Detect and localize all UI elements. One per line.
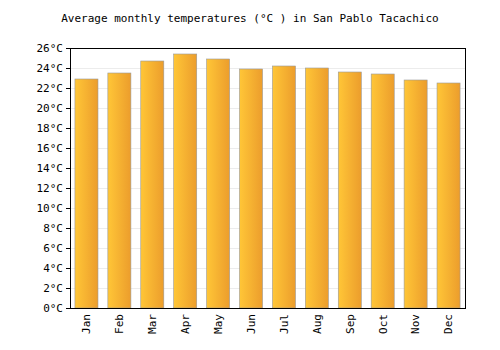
bar bbox=[240, 69, 263, 308]
y-tick-label: 16°C bbox=[37, 142, 64, 155]
x-tick: Jan bbox=[80, 308, 93, 334]
grid bbox=[70, 48, 465, 308]
y-tick: 22°C bbox=[37, 82, 71, 95]
x-tick-label: Jan bbox=[80, 314, 93, 334]
bar bbox=[207, 59, 230, 308]
y-tick: 6°C bbox=[43, 242, 70, 255]
y-tick-mark bbox=[66, 188, 70, 189]
y-tick-label: 14°C bbox=[37, 162, 64, 175]
y-tick-label: 20°C bbox=[37, 102, 64, 115]
y-tick-mark bbox=[66, 168, 70, 169]
y-tick-mark bbox=[66, 48, 70, 49]
x-tick: Aug bbox=[311, 308, 324, 334]
y-tick-label: 0°C bbox=[43, 302, 63, 315]
y-tick-label: 4°C bbox=[43, 262, 63, 275]
plot-frame bbox=[70, 48, 465, 308]
bar bbox=[371, 74, 394, 308]
x-tick: Jun bbox=[245, 308, 258, 334]
bar bbox=[338, 72, 361, 308]
x-tick: Mar bbox=[146, 308, 159, 334]
y-tick-mark bbox=[66, 268, 70, 269]
chart: Average monthly temperatures (°C ) in Sa… bbox=[0, 0, 500, 350]
y-tick-mark bbox=[66, 148, 70, 149]
bar bbox=[75, 79, 98, 308]
bar bbox=[437, 83, 460, 308]
x-tick-label: Mar bbox=[146, 314, 159, 334]
y-tick: 2°C bbox=[43, 282, 70, 295]
bar bbox=[174, 54, 197, 308]
y-tick-mark bbox=[66, 208, 70, 209]
y-tick-mark bbox=[66, 68, 70, 69]
x-axis: Jan Feb Mar Apr May Jun Jul Aug Sep Oct Nov Dec bbox=[71, 308, 466, 334]
y-tick: 20°C bbox=[37, 102, 71, 115]
x-tick-label: Dec bbox=[442, 314, 455, 334]
x-tick-label: Nov bbox=[409, 314, 422, 334]
y-tick: 4°C bbox=[43, 262, 70, 275]
x-tick-label: May bbox=[212, 314, 225, 334]
x-tick-label: Jun bbox=[245, 314, 258, 334]
bar bbox=[305, 68, 328, 308]
x-tick: Nov bbox=[409, 308, 422, 334]
plot: 0°C 2°C 4°C 6°C 8°C 10°C 12°C 14°C 16°C 18°C 20°C 2… bbox=[37, 42, 466, 334]
x-tick: Jul bbox=[278, 308, 291, 334]
y-axis-line bbox=[66, 49, 71, 309]
bar bbox=[272, 66, 295, 308]
bar bbox=[404, 80, 427, 308]
y-tick: 10°C bbox=[37, 202, 71, 215]
grid-line bbox=[70, 68, 465, 69]
y-tick-label: 6°C bbox=[43, 242, 63, 255]
x-tick: Oct bbox=[377, 308, 390, 334]
y-tick: 8°C bbox=[43, 222, 70, 235]
y-tick: 24°C bbox=[37, 62, 71, 75]
title: Average monthly temperatures (°C ) in Sa… bbox=[61, 12, 439, 25]
bar bbox=[108, 73, 131, 308]
y-tick-label: 2°C bbox=[43, 282, 63, 295]
x-tick: Feb bbox=[113, 308, 126, 334]
y-tick-label: 18°C bbox=[37, 122, 64, 135]
x-tick: Sep bbox=[344, 308, 357, 334]
x-tick-label: Jul bbox=[278, 314, 291, 334]
y-tick-label: 10°C bbox=[37, 202, 64, 215]
y-tick-label: 22°C bbox=[37, 82, 64, 95]
y-tick-mark bbox=[66, 248, 70, 249]
y-tick-label: 12°C bbox=[37, 182, 64, 195]
y-tick: 26°C bbox=[37, 42, 71, 55]
y-tick-mark bbox=[66, 228, 70, 229]
x-tick-label: Sep bbox=[344, 314, 357, 334]
x-tick-label: Apr bbox=[179, 314, 192, 334]
bars bbox=[75, 54, 460, 308]
x-tick-label: Aug bbox=[311, 314, 324, 334]
x-tick: May bbox=[212, 308, 225, 334]
x-tick-label: Oct bbox=[377, 314, 390, 334]
y-tick-mark bbox=[66, 128, 70, 129]
y-tick-label: 26°C bbox=[37, 42, 64, 55]
y-tick-mark bbox=[66, 108, 70, 109]
y-tick: 16°C bbox=[37, 142, 71, 155]
y-tick: 12°C bbox=[37, 182, 71, 195]
x-tick: Dec bbox=[442, 308, 455, 334]
x-tick: Apr bbox=[179, 308, 192, 334]
y-tick-label: 24°C bbox=[37, 62, 64, 75]
x-axis-line bbox=[71, 308, 466, 309]
y-axis: 0°C 2°C 4°C 6°C 8°C 10°C 12°C 14°C 16°C 18°C 20°C 2… bbox=[37, 42, 71, 315]
y-tick-mark bbox=[66, 308, 70, 309]
y-tick: 14°C bbox=[37, 162, 71, 175]
y-tick-mark bbox=[66, 288, 70, 289]
bar bbox=[141, 61, 164, 308]
x-tick-label: Feb bbox=[113, 314, 126, 334]
y-tick: 0°C bbox=[43, 302, 70, 315]
y-tick-label: 8°C bbox=[43, 222, 63, 235]
y-tick-mark bbox=[66, 88, 70, 89]
y-tick: 18°C bbox=[37, 122, 71, 135]
